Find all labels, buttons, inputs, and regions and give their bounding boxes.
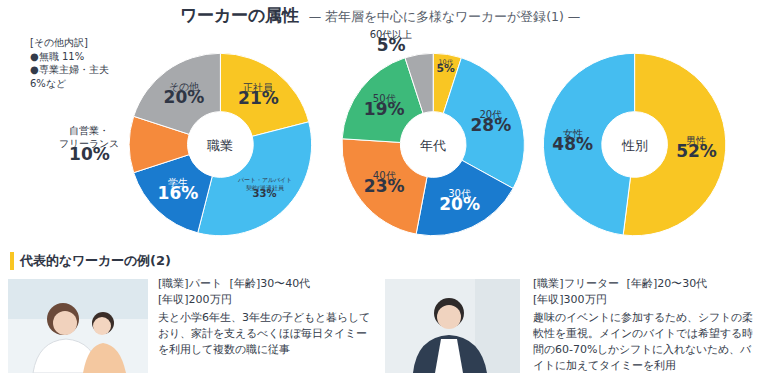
html-text:[年収]200万円: [年収]200万円 [158, 292, 232, 306]
html-text:趣味のイベントに参加するため、シフトの柔軟性を重視。メインの: 趣味のイベントに参加するため、シフトの柔軟性を重視。メインのバイトでは希望する時… [533, 310, 753, 372]
html-text:夫と小学6年生、3年生の子どもと暮らしており、家計を支えるべ: 夫と小学6年生、3年生の子どもと暮らしており、家計を支えるべくほぼ毎日タイミーを… [158, 310, 370, 356]
svg-text:50代19%: 50代19% [364, 93, 405, 119]
html-text:●無職 11%: ●無職 11% [30, 50, 85, 62]
html-text:[年齢]30〜40代: [年齢]30〜40代 [229, 277, 311, 290]
svg-text:性別: 性別 [621, 138, 648, 153]
html-text:— 若年層を中心に多様なワーカーが登録(1) —: — 若年層を中心に多様なワーカーが登録(1) — [308, 9, 581, 24]
html-text:[職業]パート: [職業]パート [158, 277, 222, 290]
svg-text:正社員21%: 正社員21% [238, 82, 279, 108]
svg-text:パート・アルバイト契約/派遣社員33%: パート・アルバイト契約/派遣社員33% [237, 177, 292, 199]
html-text:ワーカーの属性: ワーカーの属性 [179, 5, 299, 25]
svg-text:20代28%: 20代28% [471, 109, 512, 135]
svg-text:年代: 年代 [420, 138, 446, 153]
html-text:●専業主婦・主夫 6%など: ●専業主婦・主夫 6%など [30, 64, 109, 89]
svg-text:学生16%: 学生16% [158, 177, 199, 203]
html-text:[年齢]20〜30代: [年齢]20〜30代 [626, 277, 708, 290]
svg-text:男性52%: 男性52% [676, 135, 717, 161]
svg-text:40代23%: 40代23% [364, 170, 405, 196]
svg-text:職業: 職業 [207, 138, 233, 153]
svg-text:その他20%: その他20% [164, 81, 205, 107]
svg-text:女性48%: 女性48% [552, 128, 593, 154]
svg-text:10代5%: 10代5% [436, 58, 455, 75]
svg-text:60代以上5%: 60代以上5% [370, 30, 413, 55]
html-text:[職業]フリーター: [職業]フリーター [533, 277, 619, 290]
svg-text:30代20%: 30代20% [439, 188, 480, 214]
html-text:[年収]300万円: [年収]300万円 [533, 292, 607, 306]
html-text:代表的なワーカーの例(2): 代表的なワーカーの例(2) [20, 253, 171, 268]
html-text:[その他内訳]: [その他内訳] [30, 37, 88, 48]
svg-text:自営業・フリーランス10%: 自営業・フリーランス10% [59, 125, 119, 164]
